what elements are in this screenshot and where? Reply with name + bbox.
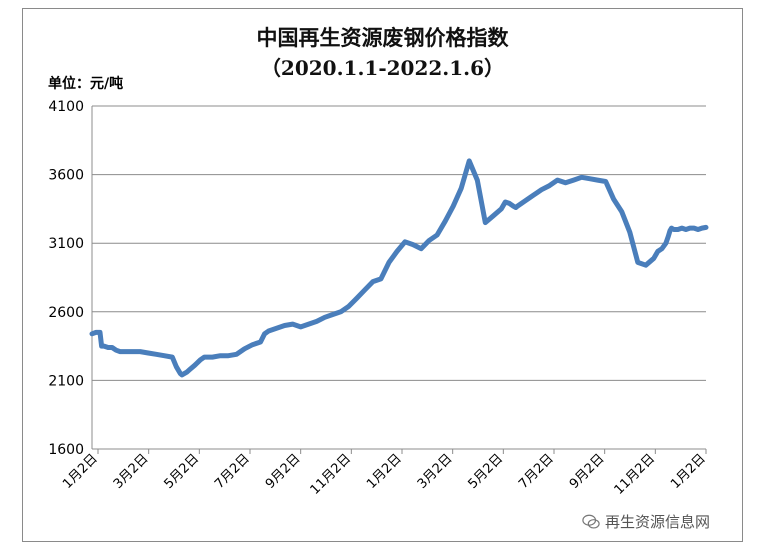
x-tick-label: 11月2日 [612, 451, 659, 498]
chart-title: 中国再生资源废钢价格指数 [256, 25, 509, 50]
y-tick-label: 2100 [48, 373, 84, 389]
y-axis-unit-label: 单位：元/吨 [48, 76, 124, 92]
x-tick-label: 1月2日 [364, 451, 405, 492]
watermark-text: 再生资源信息网 [605, 513, 711, 531]
y-tick-label: 3100 [48, 236, 84, 252]
y-tick-label: 1600 [48, 442, 84, 458]
x-tick-label: 9月2日 [263, 451, 304, 492]
wechat-icon [582, 514, 600, 529]
x-tick-label: 11月2日 [308, 451, 355, 498]
x-tick-label: 3月2日 [111, 451, 152, 492]
y-tick-label: 3600 [48, 168, 84, 184]
x-tick-label: 7月2日 [516, 451, 557, 492]
series-line [89, 158, 709, 378]
x-tick-label: 3月2日 [415, 451, 456, 492]
watermark: 再生资源信息网 [582, 511, 710, 532]
y-tick-label: 2600 [48, 305, 84, 321]
chart-subtitle: （2020.1.1-2022.1.6） [260, 56, 505, 80]
x-tick-label: 7月2日 [212, 451, 253, 492]
x-tick-label: 5月2日 [465, 451, 506, 492]
x-tick-label: 5月2日 [161, 451, 202, 492]
x-tick-label: 9月2日 [567, 451, 608, 492]
x-tick-label: 1月2日 [668, 451, 709, 492]
y-tick-label: 4100 [48, 99, 84, 115]
